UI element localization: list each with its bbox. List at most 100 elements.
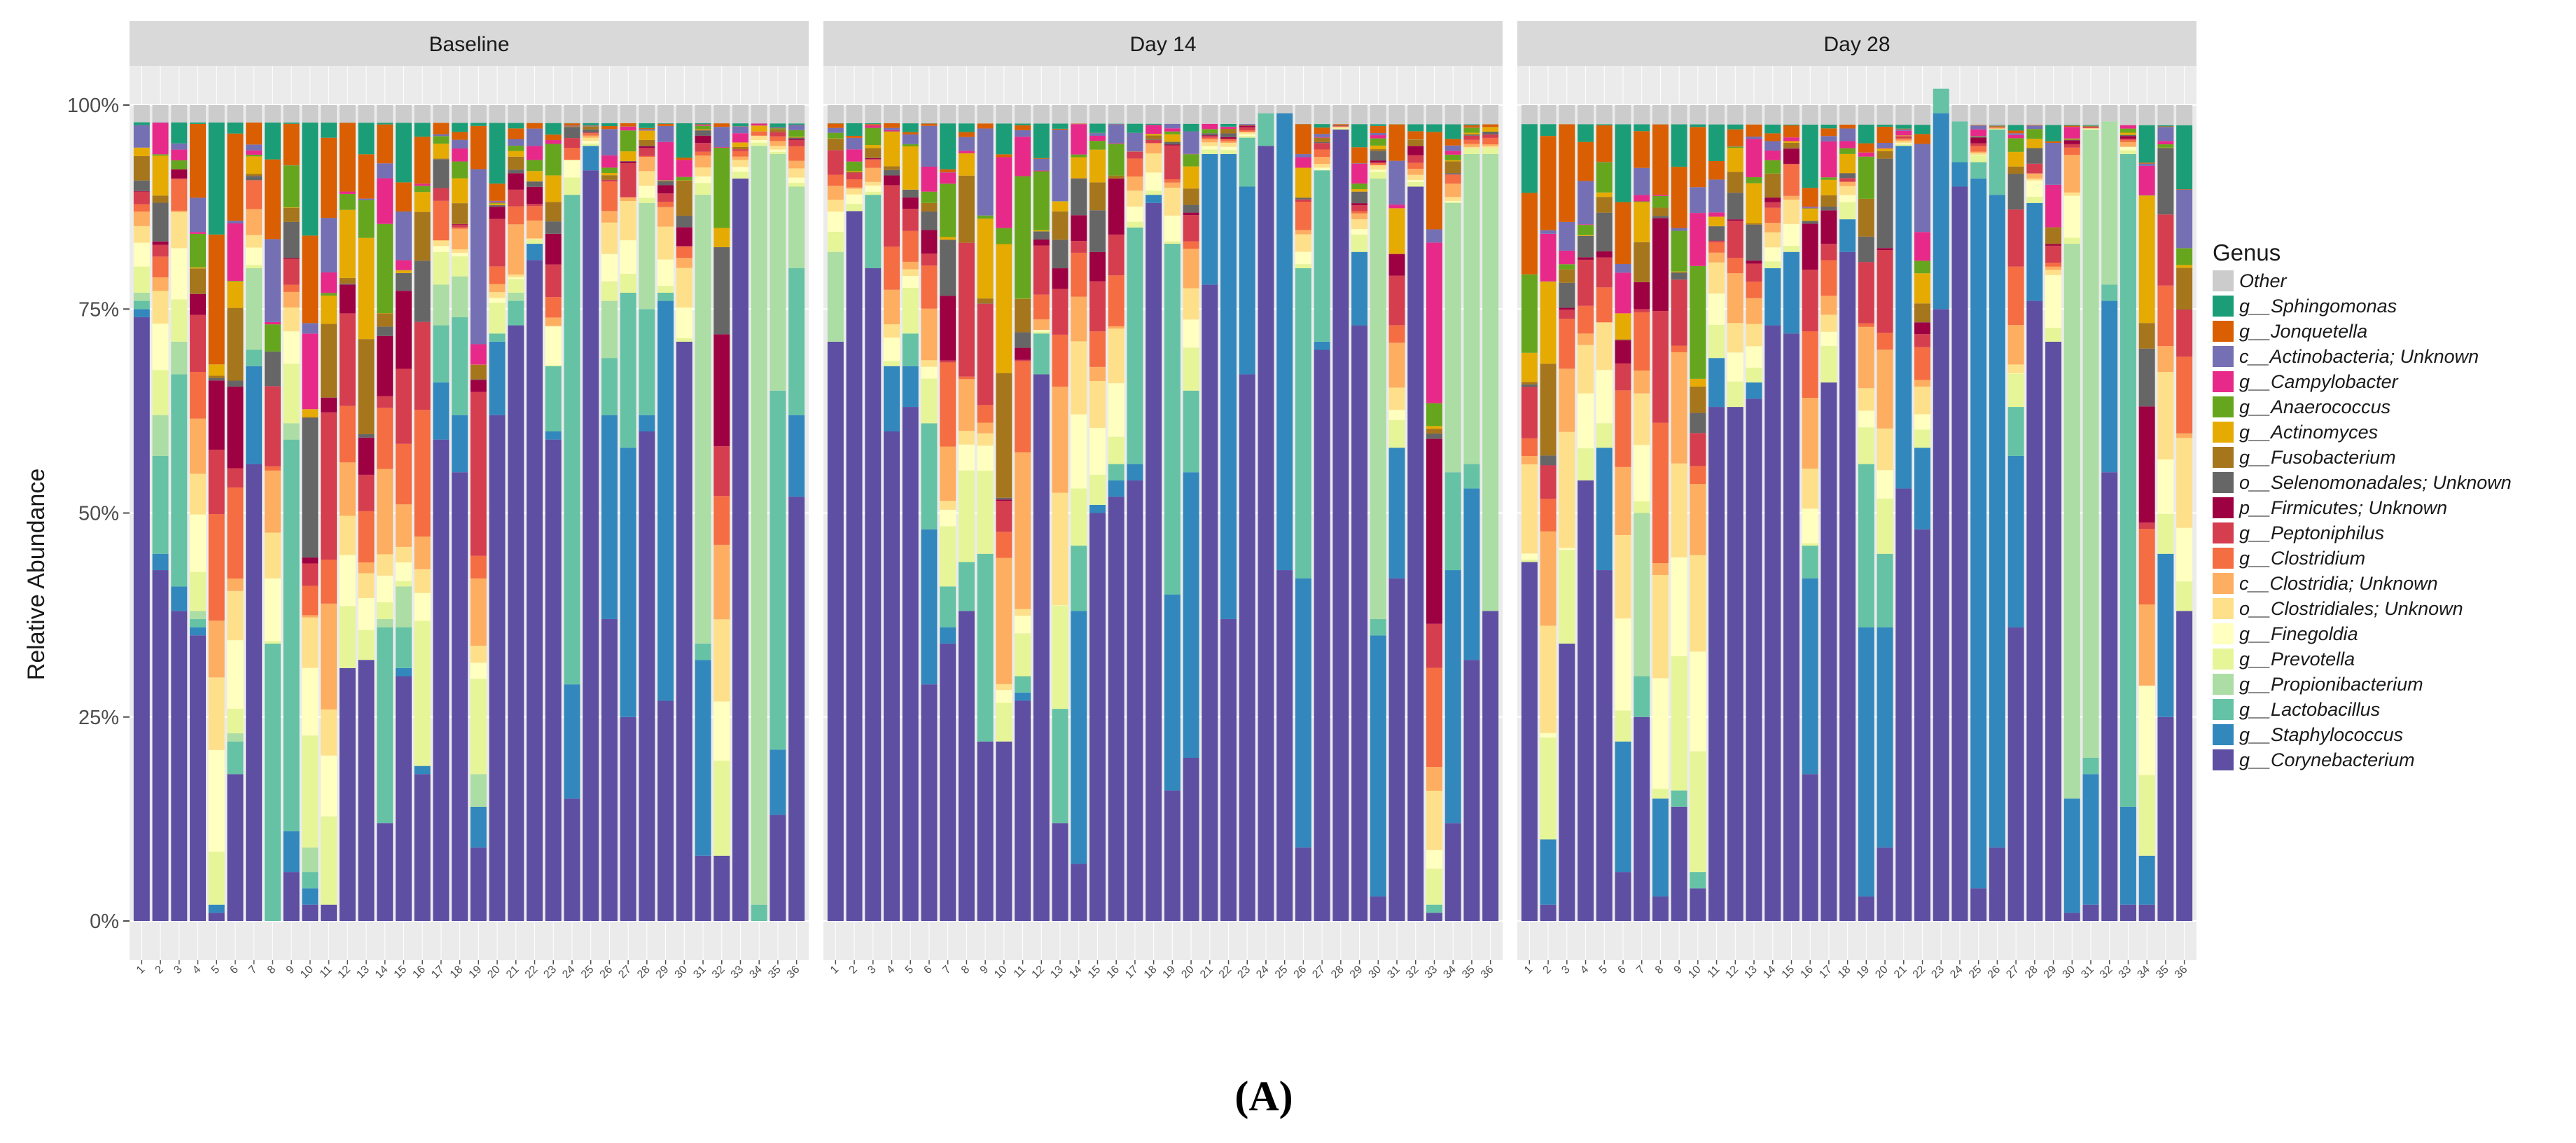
- bar-segment: [358, 511, 375, 563]
- bar-segment: [1015, 616, 1031, 634]
- bar-segment: [377, 627, 394, 824]
- bar-segment: [1877, 498, 1893, 554]
- bar-segment: [1540, 230, 1557, 234]
- bar-segment: [695, 130, 711, 136]
- bar-segment: [1820, 345, 1837, 383]
- bar-segment: [1970, 146, 1987, 152]
- bar-sample-6: [227, 105, 244, 921]
- bar-segment: [1127, 227, 1143, 464]
- bar-segment: [395, 562, 412, 581]
- bar-segment: [996, 105, 1012, 124]
- bar-segment: [1615, 710, 1631, 742]
- bar-segment: [1559, 221, 1575, 251]
- bar-segment: [1089, 133, 1106, 136]
- bar-segment: [1596, 251, 1613, 258]
- bar-segment: [283, 105, 300, 123]
- bar-segment: [996, 123, 1012, 155]
- bar-segment: [1108, 464, 1125, 480]
- bar-segment: [1746, 382, 1762, 399]
- bar-segment: [302, 735, 319, 848]
- bar-segment: [958, 444, 975, 471]
- bar-segment: [884, 169, 900, 176]
- bar-segment: [583, 132, 599, 134]
- bar-segment: [1521, 553, 1538, 560]
- bar-segment: [489, 183, 506, 201]
- bar-segment: [171, 105, 188, 123]
- bar-segment: [2176, 310, 2193, 357]
- bar-segment: [1820, 195, 1837, 207]
- bar-segment: [1183, 215, 1199, 242]
- bar-segment: [1820, 331, 1837, 346]
- bar-segment: [770, 127, 786, 128]
- bar-segment: [1202, 123, 1218, 130]
- bar-segment: [1407, 181, 1424, 187]
- bar-segment: [1164, 187, 1181, 216]
- bar-sample-29: [2045, 105, 2062, 922]
- bar-segment: [788, 105, 805, 124]
- legend-item: c__Actinobacteria; Unknown: [2213, 346, 2479, 367]
- bar-segment: [1521, 387, 1538, 438]
- bar-segment: [657, 226, 674, 260]
- bar-segment: [1521, 382, 1538, 385]
- bar-segment: [377, 618, 394, 628]
- bar-segment: [996, 702, 1012, 742]
- bar-segment: [1033, 170, 1050, 172]
- bar-segment: [508, 139, 524, 146]
- bar-segment: [1295, 251, 1311, 265]
- bar-segment: [1108, 234, 1125, 276]
- bar-segment: [470, 169, 487, 345]
- bar-sample-16: [1108, 105, 1125, 921]
- bar-sample-21: [1202, 105, 1218, 921]
- bar-segment: [2045, 266, 2062, 270]
- bar-segment: [190, 627, 207, 636]
- figure-caption: (A): [1234, 1073, 1293, 1119]
- bar-segment: [846, 204, 863, 212]
- bar-segment: [996, 497, 1012, 500]
- bar-segment: [1634, 242, 1650, 282]
- bar-segment: [1463, 134, 1480, 136]
- bar-sample-15: [395, 105, 412, 921]
- bar-segment: [208, 621, 225, 678]
- bar-segment: [1578, 259, 1594, 306]
- bar-segment: [695, 195, 711, 644]
- bar-segment: [1370, 151, 1386, 161]
- facet-strip: [823, 21, 1503, 66]
- bar-segment: [1444, 197, 1461, 201]
- facet-strip-title: Day 14: [1129, 33, 1196, 56]
- bar-segment: [921, 423, 938, 529]
- bar-segment: [583, 123, 599, 125]
- bar-segment: [1671, 806, 1687, 921]
- bar-segment: [958, 123, 975, 132]
- bar-segment: [1426, 667, 1442, 768]
- bar-segment: [583, 126, 599, 130]
- bar-segment: [1370, 169, 1386, 172]
- bar-segment: [1370, 138, 1386, 146]
- bar-segment: [1407, 162, 1424, 169]
- bar-segment: [1933, 113, 1949, 310]
- x-tick-label: 35: [2154, 964, 2171, 981]
- x-tick-label: 10: [298, 964, 316, 981]
- bar-segment: [358, 198, 375, 200]
- bar-segment: [1671, 167, 1687, 228]
- bar-segment: [1783, 105, 1799, 125]
- legend-swatch: [2213, 548, 2234, 569]
- bar-segment: [321, 218, 337, 272]
- x-tick-label: 16: [410, 964, 428, 981]
- bar-segment: [921, 378, 938, 424]
- bar-segment: [1951, 186, 1968, 921]
- bar-segment: [433, 134, 450, 137]
- bar-segment: [1426, 132, 1442, 230]
- bar-segment: [1634, 501, 1650, 513]
- bar-sample-14: [1071, 105, 1087, 921]
- bar-segment: [2045, 244, 2062, 246]
- facet-strip: [130, 21, 809, 66]
- bar-segment: [1183, 758, 1199, 921]
- bar-segment: [1727, 323, 1743, 353]
- bar-segment: [1164, 105, 1181, 124]
- bar-segment: [527, 220, 543, 239]
- bar-segment: [1482, 147, 1499, 154]
- bar-segment: [1482, 137, 1499, 145]
- bar-sample-24: [564, 105, 580, 921]
- bar-segment: [1615, 263, 1631, 273]
- bar-segment: [2119, 153, 2136, 807]
